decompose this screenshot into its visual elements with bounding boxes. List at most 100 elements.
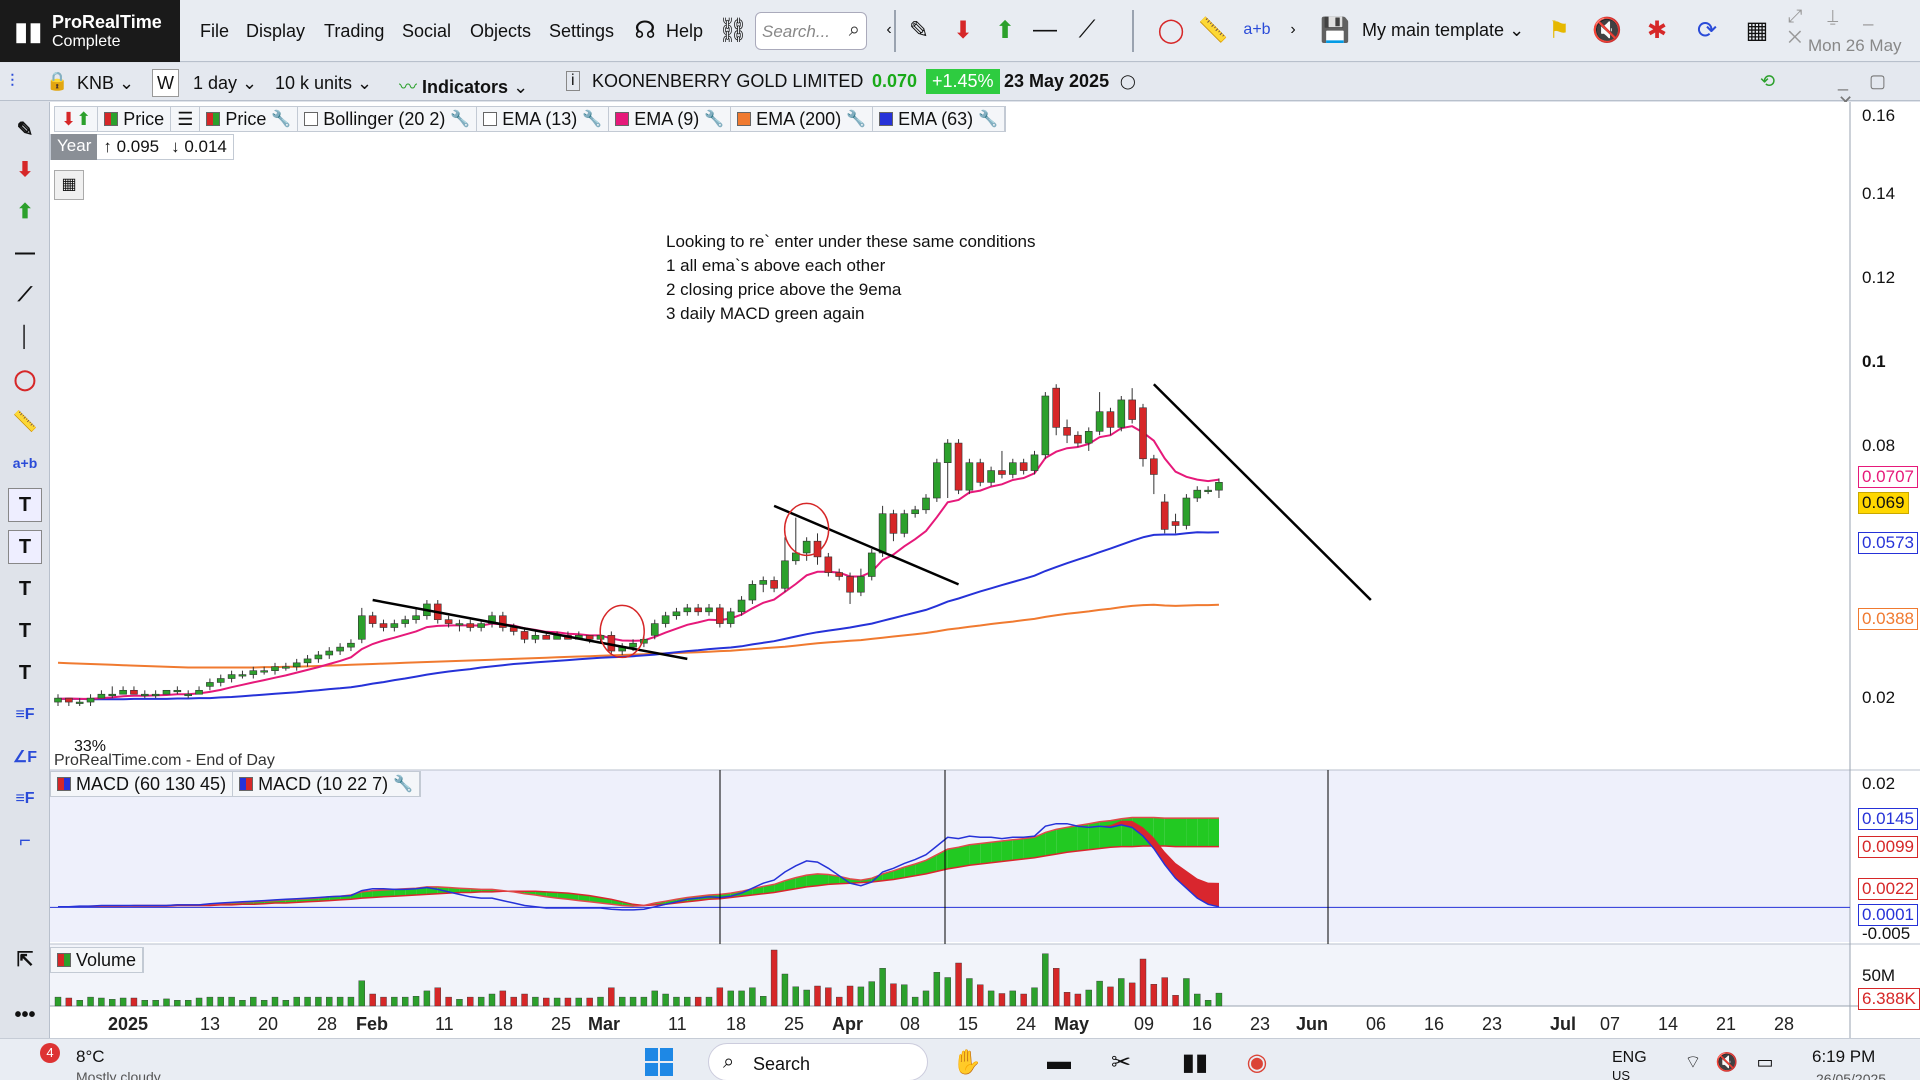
legend-ema200[interactable]: EMA (200) 🔧 (731, 106, 874, 132)
fib-time-icon[interactable]: ≡F (15, 790, 35, 807)
taskbar-search[interactable]: ⌕ Search (708, 1043, 928, 1080)
ellipse-icon[interactable]: ◯ (1157, 16, 1185, 44)
horizontal-line-icon[interactable]: — (1033, 16, 1057, 43)
menu-file[interactable]: File (200, 21, 230, 41)
fibonacci-icon[interactable]: a+b (12, 455, 38, 471)
segment-icon[interactable]: ⟋ (1078, 16, 1096, 43)
vertical-line-icon[interactable]: │ (18, 325, 32, 348)
window-controls[interactable]: ⤢ ⍊ _ ✕ (1788, 6, 1884, 47)
rectangle-icon[interactable]: ⌐ (19, 829, 31, 852)
sell-arrow-icon[interactable]: ⬇ (952, 16, 974, 44)
legend-ema63[interactable]: EMA (63) 🔧 (873, 106, 1006, 132)
volume-bar (564, 997, 572, 1007)
info-icon[interactable]: i (566, 71, 580, 91)
legend-ema13[interactable]: EMA (13) 🔧 (477, 106, 610, 132)
units-dropdown[interactable]: 10 k units ⌄ (275, 73, 373, 93)
wrench-icon[interactable]: 🔧 (582, 111, 603, 128)
macd-band (1077, 823, 1089, 851)
cursor-icon[interactable]: ⇱ (16, 948, 34, 971)
up-arrow-icon[interactable]: ⬆ (76, 108, 92, 129)
ticker-dropdown[interactable]: KNB ⌄ (77, 73, 135, 93)
text-large-icon[interactable]: T (18, 661, 32, 684)
calculator-icon[interactable]: ▦ (54, 170, 84, 200)
search-input[interactable]: Search... ⌕ (755, 12, 867, 50)
text-small-icon[interactable]: T (18, 577, 32, 600)
chrome-icon[interactable]: ◉ (1246, 1048, 1268, 1076)
period-dropdown[interactable]: 1 day ⌄ (193, 73, 258, 93)
buy-arrow-icon[interactable]: ⬆ (16, 200, 34, 223)
wrench-icon[interactable]: 🔧 (450, 111, 471, 128)
legend-macd-a[interactable]: MACD (60 130 45) (51, 771, 234, 797)
macd-band (806, 873, 818, 887)
collapse-left-icon[interactable]: ‹ (886, 21, 892, 38)
alert-icon[interactable]: ✱ (1646, 16, 1668, 44)
menu-objects[interactable]: Objects (470, 21, 532, 41)
volume-bar (326, 996, 333, 1007)
text-box-icon[interactable]: T (8, 530, 42, 564)
wrench-icon[interactable]: 🔧 (978, 111, 999, 128)
volume-muted-icon[interactable]: 🔇 (1715, 1051, 1739, 1072)
flag-icon[interactable]: ⚑ (1548, 16, 1570, 44)
template-dropdown[interactable]: 💾 My main template ⌄ (1320, 12, 1530, 50)
chart-area[interactable]: ⬇ ⬆ Price ☰ Price 🔧 Bollinger (20 2) 🔧 E… (50, 102, 1920, 1038)
legend-arrows[interactable]: ⬇ ⬆ (55, 106, 99, 132)
calculator-icon[interactable]: ▦ (1745, 16, 1769, 44)
more-icon[interactable]: ••• (14, 1003, 36, 1026)
windows-start-icon[interactable] (644, 1047, 674, 1077)
menu-settings[interactable]: Settings (549, 21, 615, 41)
wifi-icon[interactable]: ⌔ (1684, 1051, 1702, 1072)
legend-price[interactable]: Price (98, 106, 172, 132)
lock-icon[interactable]: 🔒 (46, 71, 69, 91)
legend-list[interactable]: ☰ (171, 106, 201, 132)
text-medium-icon[interactable]: T (18, 619, 32, 642)
app-icon[interactable]: ▬ (1047, 1048, 1071, 1075)
legend-volume[interactable]: Volume (51, 947, 144, 973)
expand-right-icon[interactable]: › (1290, 21, 1296, 38)
ellipse-icon[interactable]: ◯ (13, 368, 37, 391)
prorealtime-taskbar-icon[interactable]: ▮▮ (1181, 1048, 1209, 1076)
chart-annotation[interactable]: Looking to re` enter under these same co… (666, 230, 1036, 326)
wrench-icon[interactable]: 🔧 (704, 111, 725, 128)
menu-display[interactable]: Display (246, 21, 306, 41)
menu-trading[interactable]: Trading (324, 21, 385, 41)
wrench-icon[interactable]: 🔧 (846, 111, 867, 128)
horizontal-line-icon[interactable]: — (15, 241, 35, 264)
headset-icon[interactable]: ☊ (634, 16, 656, 44)
legend-ema9[interactable]: EMA (9) 🔧 (609, 106, 732, 132)
refresh-icon[interactable]: ⟲ (1760, 71, 1776, 91)
indicators-label: Indicators (422, 77, 509, 97)
legend-macd-b[interactable]: MACD (10 22 7) 🔧 (233, 771, 421, 797)
language-indicator[interactable]: ENG US (1612, 1049, 1647, 1080)
hands-app-icon[interactable]: ✋ (952, 1048, 982, 1076)
sync-icon[interactable]: ⟳ (1696, 16, 1718, 44)
legend-bollinger[interactable]: Bollinger (20 2) 🔧 (298, 106, 478, 132)
menu-social[interactable]: Social (402, 21, 452, 41)
chart-type-icon[interactable]: ⫶ (10, 71, 15, 91)
sound-muted-icon[interactable]: 🔇 (1592, 16, 1622, 44)
separator (894, 10, 896, 52)
macd-band (828, 874, 840, 885)
segment-icon[interactable]: ⟋ (18, 283, 32, 306)
indicators-button[interactable]: 〰 Indicators ⌄ (399, 77, 529, 97)
text-tool-icon[interactable]: T (8, 488, 42, 522)
link-icon[interactable]: ⛓ (717, 16, 749, 44)
snipping-tool-icon[interactable]: ✂ (1110, 1048, 1132, 1076)
wrench-icon[interactable]: 🔧 (271, 111, 292, 128)
pencil-icon[interactable]: ✎ (908, 16, 930, 44)
weekly-toggle[interactable]: W (152, 69, 179, 97)
buy-arrow-icon[interactable]: ⬆ (994, 16, 1016, 44)
fib-fan-icon[interactable]: ≡F (15, 706, 35, 723)
price-chart[interactable] (50, 102, 1920, 1038)
legend-price-2[interactable]: Price 🔧 (200, 106, 299, 132)
fibonacci-icon[interactable]: a+b (1243, 21, 1271, 38)
fib-arc-icon[interactable]: ∠F (12, 749, 38, 766)
ruler-icon[interactable]: 📏 (12, 410, 38, 433)
menu-help[interactable]: Help (666, 21, 704, 41)
down-arrow-icon[interactable]: ⬇ (61, 108, 77, 129)
ruler-icon[interactable]: 📏 (1198, 16, 1228, 44)
pencil-icon[interactable]: ✎ (16, 118, 34, 141)
system-clock[interactable]: 6:19 PM 26/05/2025 (1812, 1047, 1886, 1080)
sell-arrow-icon[interactable]: ⬇ (16, 158, 34, 181)
wrench-icon[interactable]: 🔧 (393, 776, 414, 793)
battery-icon[interactable]: ▭ (1756, 1051, 1774, 1072)
